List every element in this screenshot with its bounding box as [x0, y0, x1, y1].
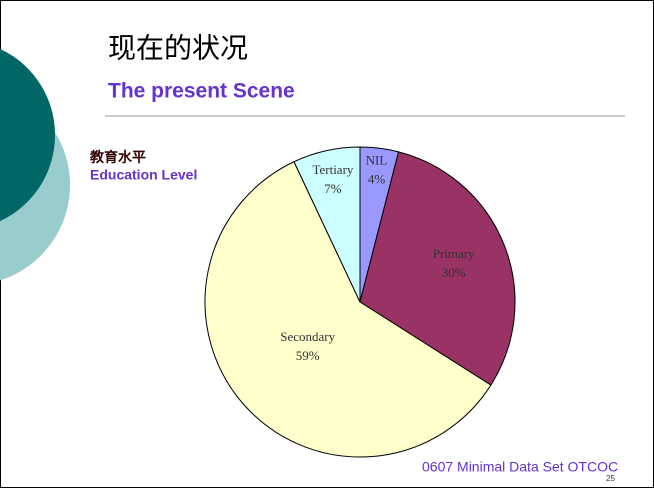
- slice-value-label: 30%: [442, 265, 466, 280]
- slice-value-label: 59%: [296, 348, 320, 363]
- pie-slice: [204, 161, 492, 458]
- slice-label: Secondary: [280, 329, 335, 344]
- title-cn: 现在的状况: [108, 32, 248, 65]
- slice-value-label: 7%: [324, 181, 342, 196]
- pie-chart: NIL 4% Primary 30% Secondary 59% Tertiary 7%: [204, 146, 516, 458]
- slice-label: Tertiary: [312, 162, 353, 177]
- footer: 0607 Minimal Data Set OTCOC: [422, 459, 618, 475]
- title-en: The present Scene: [108, 80, 295, 103]
- subtitle-en: Education Level: [90, 167, 197, 183]
- subtitle-cn: 教育水平: [90, 149, 146, 166]
- slice-value-label: 4%: [368, 171, 386, 186]
- pie-slice: [359, 151, 516, 386]
- slice-label: Primary: [433, 246, 475, 261]
- page-number: 25: [606, 474, 615, 483]
- pie-slice: [293, 146, 361, 303]
- decor-circle-dark: [0, 48, 55, 222]
- slice-label: NIL: [366, 152, 388, 167]
